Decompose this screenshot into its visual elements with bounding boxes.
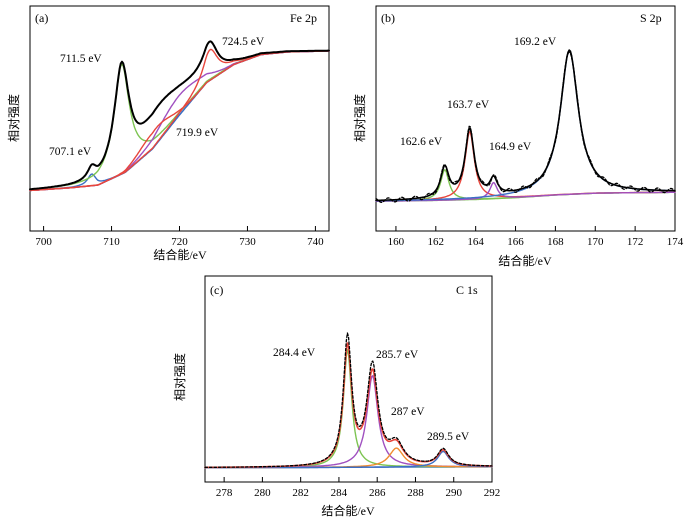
x-tick-label-a-740: 740 <box>307 236 324 248</box>
panel-s2p: 160 162 164 166 168 170 172 174 (b) S 2p 169.2 … <box>352 5 684 268</box>
xlabel-a: 结合能/eV <box>153 247 207 262</box>
annotation-b-164: 164.9 eV <box>489 141 532 153</box>
annotation-b-169: 169.2 eV <box>514 36 557 48</box>
x-tick-label-b-168: 168 <box>547 236 564 248</box>
panel-label-c: (c) <box>210 283 223 297</box>
panel-label-a: (a) <box>35 11 48 25</box>
panel-label-b: (b) <box>381 11 395 25</box>
x-tick-label-a-730: 730 <box>239 236 256 248</box>
x-tick-label-c-282: 282 <box>292 487 309 499</box>
component-a-p3 <box>29 50 330 192</box>
x-tick-label-a-710: 710 <box>103 236 120 248</box>
component-a-p5 <box>29 50 330 192</box>
component-a-p4 <box>29 48 330 192</box>
ticks-b: 160 162 164 166 168 170 172 174 <box>388 226 684 248</box>
background-curve-a <box>29 50 330 192</box>
annotation-c-284: 284.4 eV <box>273 347 316 359</box>
annotation-c-285: 285.7 eV <box>376 349 419 361</box>
panel-title-b: S 2p <box>640 11 662 25</box>
measured-data-c <box>204 332 493 468</box>
envelope-curve-a <box>29 40 330 191</box>
x-tick-label-c-290: 290 <box>445 487 462 499</box>
panel-title-a: Fe 2p <box>290 11 317 25</box>
annotation-b-163: 163.7 eV <box>447 99 490 111</box>
panel-title-c: C 1s <box>456 283 478 297</box>
x-tick-label-b-162: 162 <box>428 236 445 248</box>
annotation-c-287: 287 eV <box>391 406 425 418</box>
component-a-p2 <box>29 50 330 191</box>
xlabel-b: 结合能/eV <box>498 253 552 268</box>
component-c-p1 <box>204 349 493 469</box>
x-tick-label-c-286: 286 <box>369 487 386 499</box>
axes-frame-b <box>375 5 676 232</box>
x-tick-label-b-164: 164 <box>467 236 484 248</box>
annotation-a-719: 719.9 eV <box>176 127 219 139</box>
axes-frame-a <box>29 5 330 232</box>
x-tick-label-a-700: 700 <box>35 236 52 248</box>
ylabel-c: 相对强度 <box>172 353 187 401</box>
x-tick-label-b-174: 174 <box>667 236 684 248</box>
annotation-a-707: 707.1 eV <box>49 146 92 158</box>
curves-b <box>375 49 676 204</box>
component-a-p1 <box>29 50 330 192</box>
annotation-b-162: 162.6 eV <box>400 136 443 148</box>
envelope-curve-b <box>375 49 676 202</box>
annotation-a-724: 724.5 eV <box>222 36 265 48</box>
xlabel-c: 结合能/eV <box>321 503 375 518</box>
ylabel-a: 相对强度 <box>6 94 21 142</box>
x-tick-label-c-278: 278 <box>216 487 233 499</box>
component-c-p4 <box>204 450 493 469</box>
x-tick-label-a-720: 720 <box>171 236 188 248</box>
x-tick-label-c-280: 280 <box>254 487 271 499</box>
x-tick-label-b-166: 166 <box>507 236 524 248</box>
ticks-c: 278 280 282 284 286 288 290 292 <box>216 477 500 499</box>
x-tick-label-b-160: 160 <box>388 236 405 248</box>
measured-data-b <box>375 51 676 204</box>
x-tick-label-c-288: 288 <box>407 487 424 499</box>
x-tick-label-c-284: 284 <box>331 487 348 499</box>
x-tick-label-b-172: 172 <box>627 236 644 248</box>
component-b-p4 <box>375 49 676 202</box>
axes-frame-c <box>204 275 493 483</box>
x-tick-label-c-292: 292 <box>484 487 501 499</box>
x-tick-label-b-170: 170 <box>587 236 604 248</box>
ticks-a: 700 710 720 730 740 <box>35 226 324 248</box>
curves-a <box>29 40 330 192</box>
curves-c <box>204 332 493 469</box>
panel-fe2p: 700 710 720 730 740 (a) Fe 2p 711.5 eV 724.5… <box>6 5 330 262</box>
annotation-a-711: 711.5 eV <box>60 53 102 65</box>
annotation-c-289: 289.5 eV <box>427 431 470 443</box>
ylabel-b: 相对强度 <box>352 94 367 142</box>
component-c-p2 <box>204 375 493 469</box>
panel-c1s: 278 280 282 284 286 288 290 292 (c) C 1s 284.4 … <box>172 275 500 518</box>
component-b-p3 <box>375 181 676 202</box>
